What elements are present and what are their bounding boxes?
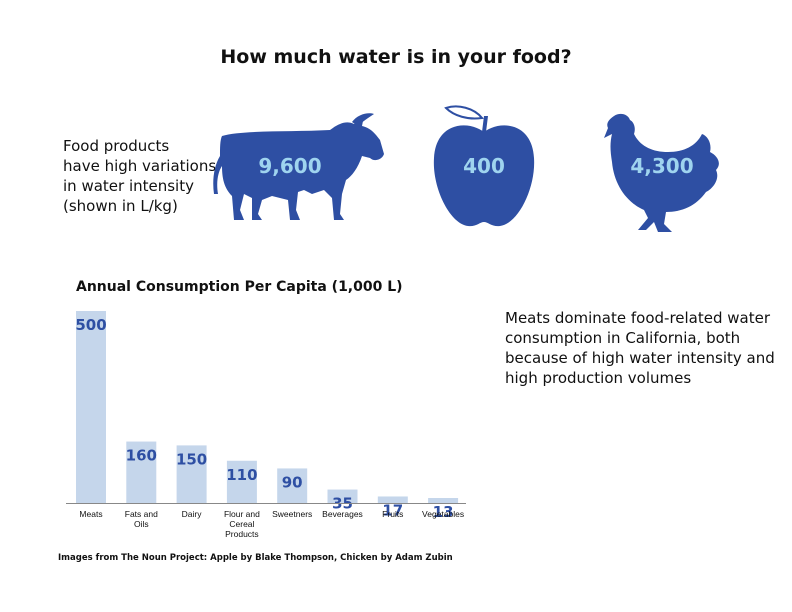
side-note-line: consumption in California, both (505, 329, 741, 347)
category-tick-label: Vegetables (422, 509, 464, 519)
intro-line: Food products (63, 137, 170, 155)
bar-value-label: 150 (176, 450, 207, 468)
bar-beverages (327, 489, 358, 503)
chicken-value: 4,300 (630, 154, 694, 178)
category-tick-label: Fruits (382, 509, 403, 519)
bar-value-label: 90 (282, 473, 303, 491)
category-tick-label: Fats and (125, 509, 158, 519)
image-credit: Images from The Noun Project: Apple by B… (58, 553, 453, 563)
chicken-icon (598, 112, 728, 236)
cow-icon (212, 110, 392, 230)
side-note-line: high production volumes (505, 369, 692, 387)
bar-flour-and-cereal-products (226, 460, 257, 503)
bar-dairy (176, 445, 207, 503)
side-note-line: Meats dominate food-related water (505, 309, 771, 327)
bar-sweetners (277, 468, 308, 503)
category-tick-label: Dairy (182, 509, 203, 519)
category-tick-label: Sweetners (272, 509, 312, 519)
side-note: Meats dominate food-related water consum… (505, 308, 775, 388)
page-title: How much water is in your food? (220, 46, 572, 68)
bar-value-label: 160 (126, 447, 157, 465)
category-tick-label: Cereal (229, 519, 254, 529)
bar-meats (76, 311, 106, 503)
bar-value-label: 17 (382, 501, 403, 519)
bar-fats-and-oils (126, 441, 157, 503)
bar-fruits (377, 496, 408, 503)
category-tick-label: Products (225, 529, 259, 539)
bar-vegetables (428, 498, 459, 503)
category-tick-label: Beverages (322, 509, 363, 519)
category-tick-label: Flour and (224, 509, 260, 519)
bar-value-label: 500 (75, 316, 106, 334)
apple-value: 400 (463, 154, 505, 178)
bar-value-label: 13 (433, 503, 454, 521)
bar-value-label: 110 (226, 466, 257, 484)
category-tick-label: Meats (79, 509, 102, 519)
intro-text: Food products have high variations in wa… (63, 136, 243, 216)
intro-line: (shown in L/kg) (63, 197, 178, 215)
cow-value: 9,600 (258, 154, 322, 178)
intro-line: have high variations (63, 157, 217, 175)
chart-title: Annual Consumption Per Capita (1,000 L) (76, 279, 403, 295)
category-tick-label: Oils (134, 519, 149, 529)
intro-line: in water intensity (63, 177, 194, 195)
side-note-line: because of high water intensity and (505, 349, 775, 367)
apple-icon (428, 102, 540, 230)
